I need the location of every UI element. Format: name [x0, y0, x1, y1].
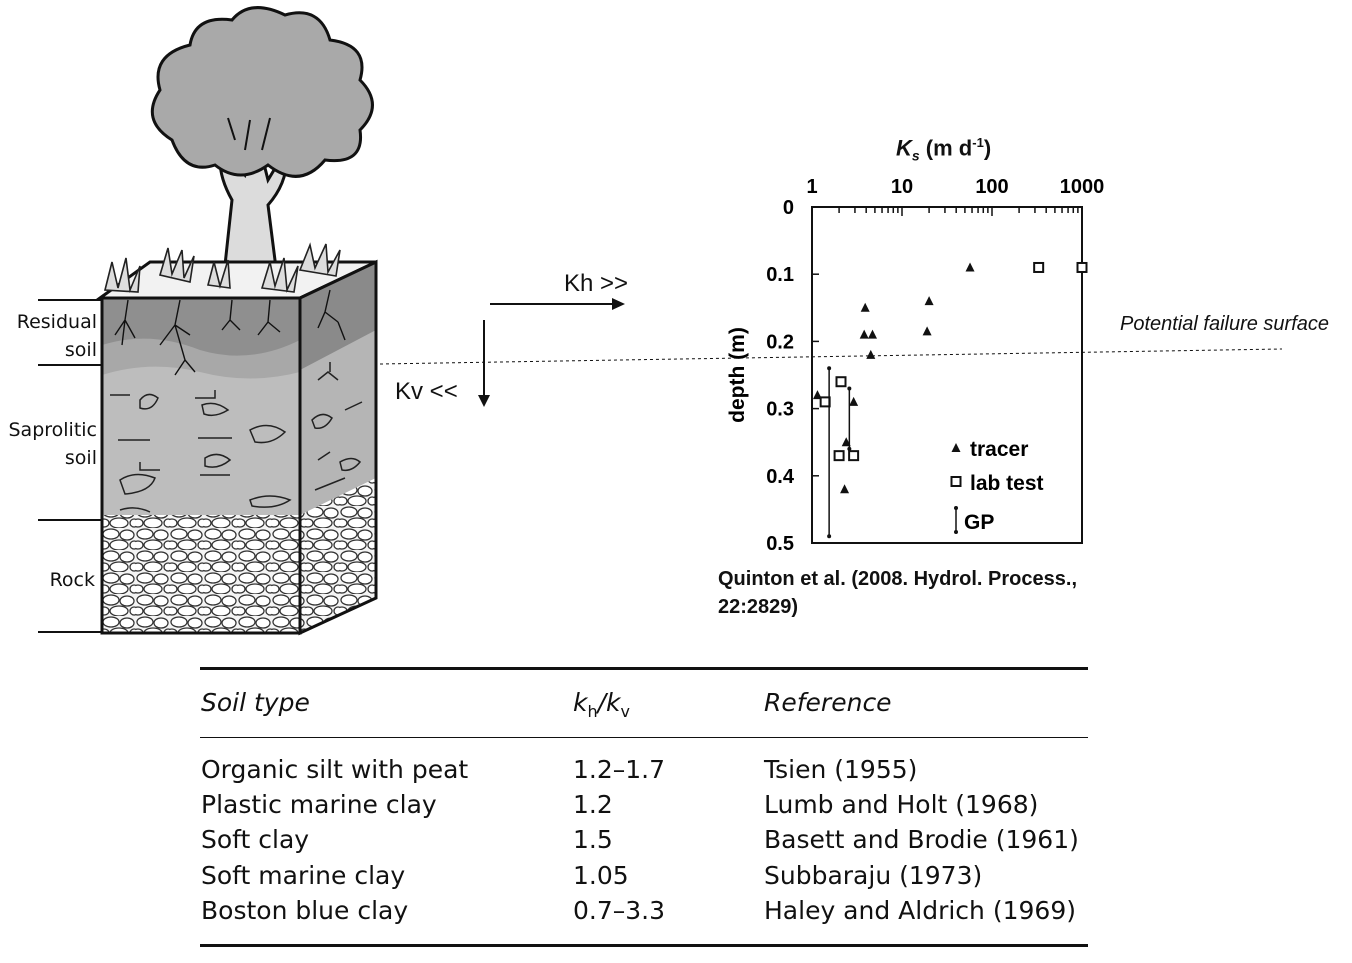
layer-label-line: Residual: [16, 311, 97, 333]
gp-range-end: [827, 534, 832, 539]
table-cell-ratio: 1.05: [573, 861, 629, 890]
chart-title-k: K: [896, 135, 912, 161]
table-cell-reference: Haley and Aldrich (1969): [764, 896, 1076, 925]
header-reference: Reference: [764, 688, 892, 717]
table-cell-reference: Lumb and Holt (1968): [764, 790, 1039, 819]
legend-labtest-label: lab test: [970, 472, 1044, 495]
legend-gp-label: GP: [964, 511, 994, 534]
y-axis-label: depth (m): [726, 327, 749, 423]
table-cell-soil: Boston blue clay: [201, 896, 409, 925]
header-ratio-v: v: [620, 702, 630, 721]
tracer-point: [924, 296, 934, 306]
table-cell-soil: Organic silt with peat: [201, 755, 469, 784]
ks-depth-chart: 1 10 100 1000 0 0.1 0.2 0.3 0.4 0.5 depth (m) trace…: [726, 176, 1105, 555]
failure-surface-line: [379, 348, 1283, 365]
tracer-point: [860, 302, 870, 312]
table-cell-reference: Subbaraju (1973): [764, 861, 983, 890]
y-tick-label: 0.2: [766, 331, 794, 353]
legend-labtest-marker: [950, 476, 962, 487]
table-cell-reference: Basett and Brodie (1961): [764, 825, 1079, 854]
citation-line: Quinton et al. (2008. Hydrol. Process.,: [718, 568, 1077, 590]
table-cell-soil: Plastic marine clay: [201, 790, 437, 819]
table-cell-ratio: 1.2–1.7: [573, 755, 666, 784]
table-top-rule: [200, 667, 1088, 670]
chart-title-close: ): [983, 135, 992, 161]
legend-tracer-label: tracer: [970, 438, 1028, 461]
tracer-point: [867, 329, 877, 339]
soil-block-illustration: [38, 6, 378, 636]
table-bottom-rule: [200, 944, 1088, 947]
flow-arrows: [478, 298, 625, 407]
layer-label-residual: Residual soil: [17, 308, 97, 364]
grass-icon: [103, 242, 341, 294]
lab-test-point: [819, 396, 831, 408]
gp-range-end: [847, 446, 852, 451]
tracer-point: [840, 484, 850, 494]
table-cell-ratio: 1.5: [573, 825, 613, 854]
x-tick-label: 1000: [1060, 176, 1105, 198]
legend-gp-end: [954, 530, 958, 534]
chart-title: Ks (m d-1): [896, 135, 991, 164]
layer-label-line: soil: [64, 447, 97, 469]
roots-icon: [114, 289, 346, 376]
tracer-point: [965, 262, 975, 272]
x-tick-label: 1: [806, 176, 817, 198]
tracer-point: [841, 437, 851, 447]
y-tick-label: 0: [783, 197, 794, 219]
layer-label-line: Saprolitic: [8, 419, 97, 441]
table-cell-ratio: 1.2: [573, 790, 613, 819]
chart-title-rest: (m d: [919, 135, 973, 161]
gp-range-end: [827, 366, 832, 371]
gp-range-end: [847, 386, 852, 391]
tracer-point: [849, 396, 859, 406]
tracer-point: [866, 349, 876, 359]
header-ratio-k: k: [573, 688, 588, 717]
tracer-point: [922, 326, 932, 336]
failure-surface-label: Potential failure surface: [1120, 313, 1330, 335]
legend-tracer-marker: [951, 443, 961, 452]
lab-test-point: [848, 450, 860, 462]
header-ratio-slash: /k: [597, 688, 621, 717]
lab-test-point: [835, 376, 847, 388]
layer-label-rock: Rock: [50, 566, 95, 594]
header-ratio: kh/kv: [573, 688, 630, 721]
plot-frame: [811, 206, 1083, 544]
x-tick-label: 10: [891, 176, 913, 198]
kv-label: Kv <<: [395, 378, 458, 405]
x-tick-label: 100: [975, 176, 1008, 198]
kh-label: Kh >>: [564, 270, 629, 297]
table-header-rule: [200, 737, 1088, 738]
chart-title-sup: -1: [972, 135, 984, 150]
layer-label-saprolitic: Saprolitic soil: [8, 416, 97, 472]
y-tick-label: 0.5: [766, 533, 794, 555]
citation-line: 22:2829): [718, 596, 799, 618]
layer-label-line: soil: [64, 339, 97, 361]
lab-test-point: [833, 450, 845, 462]
chart-title-sub: s: [911, 147, 920, 164]
header-ratio-h: h: [587, 702, 598, 721]
chart-citation: Quinton et al. (2008. Hydrol. Process., …: [718, 565, 1077, 621]
lab-test-point: [1033, 261, 1045, 273]
table-cell-soil: Soft marine clay: [201, 861, 406, 890]
y-tick-label: 0.4: [766, 466, 795, 488]
table-cell-ratio: 0.7–3.3: [573, 896, 666, 925]
tracer-point: [859, 329, 869, 339]
layer-label-line: Rock: [49, 569, 95, 591]
legend-gp-end: [954, 506, 958, 510]
tree-icon: [150, 6, 374, 270]
lab-test-point: [1076, 261, 1088, 273]
block-front-face: [102, 298, 300, 633]
y-tick-label: 0.3: [766, 399, 794, 421]
table-cell-reference: Tsien (1955): [764, 755, 918, 784]
y-tick-label: 0.1: [766, 264, 794, 286]
header-soil-type: Soil type: [201, 688, 310, 717]
table-cell-soil: Soft clay: [201, 825, 310, 854]
